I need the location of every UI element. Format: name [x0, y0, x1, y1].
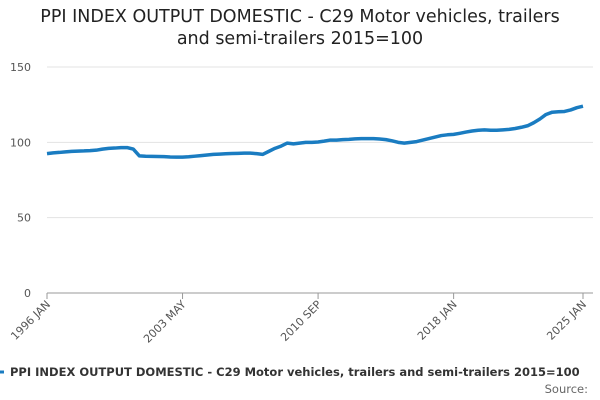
- y-tick-label: 50: [17, 212, 31, 225]
- source: Source:: [545, 382, 588, 396]
- x-tick-label: 2025 JAN: [544, 298, 589, 343]
- chart-title: PPI INDEX OUTPUT DOMESTIC - C29 Motor ve…: [40, 7, 560, 49]
- x-tick-label: 2018 JAN: [415, 298, 460, 343]
- x-tick-label: 1996 JAN: [8, 298, 53, 343]
- x-tick-label: 2010 SEP: [278, 298, 324, 344]
- legend-label: PPI INDEX OUTPUT DOMESTIC - C29 Motor ve…: [10, 365, 580, 379]
- y-tick-label: 100: [10, 136, 31, 149]
- x-tick-label: 2003 MAY: [141, 298, 189, 346]
- y-tick-label: 150: [10, 61, 31, 74]
- y-tick-label: 0: [24, 287, 31, 300]
- line-series: [46, 104, 584, 159]
